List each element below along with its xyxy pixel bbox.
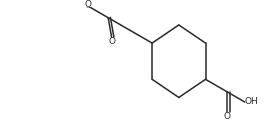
Text: O: O (85, 0, 92, 9)
Text: O: O (224, 112, 231, 121)
Text: OH: OH (244, 98, 258, 106)
Text: O: O (108, 37, 115, 46)
